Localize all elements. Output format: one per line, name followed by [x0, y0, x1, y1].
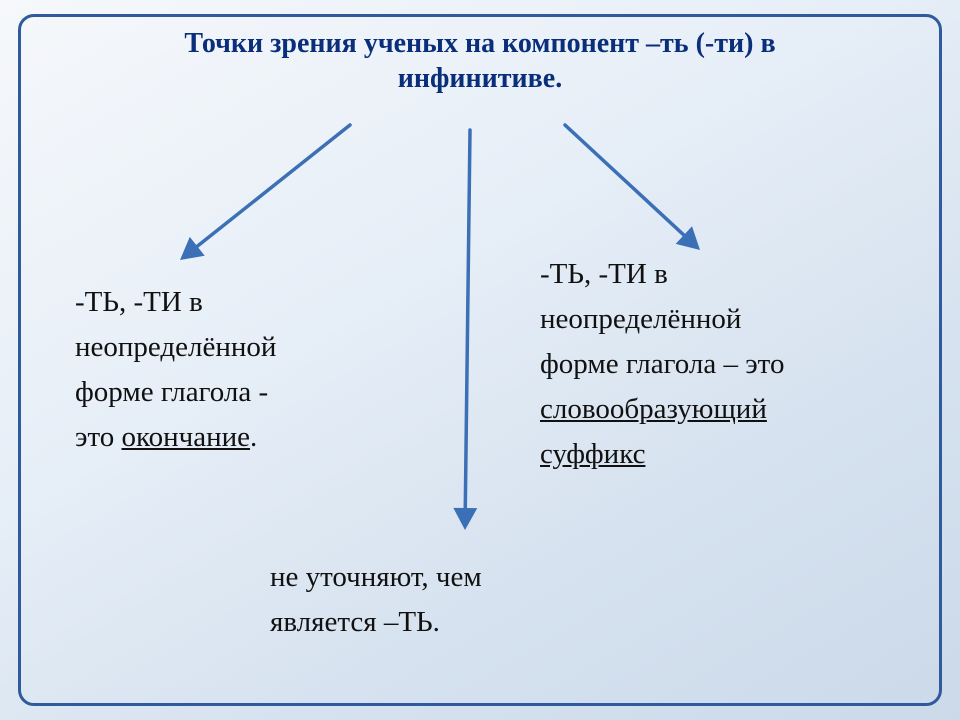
arrow-left-icon	[180, 125, 350, 260]
left-l1: -ТЬ, -ТИ в	[75, 286, 203, 318]
bottom-l1: не уточняют, чем	[270, 561, 482, 593]
arrow-right-icon	[565, 125, 700, 250]
arrow-mid-icon	[453, 130, 477, 530]
left-l2: неопределённой	[75, 331, 276, 363]
right-viewpoint-block: -ТЬ, -ТИ в неопределённой форме глагола …	[540, 252, 940, 477]
left-l4-post: .	[250, 421, 257, 453]
right-l4-underline: словообразующий	[540, 393, 767, 425]
right-l5-underline: суффикс	[540, 438, 645, 470]
right-l2: неопределённой	[540, 303, 741, 335]
left-l4-pre: это	[75, 421, 122, 453]
left-viewpoint-block: -ТЬ, -ТИ в неопределённой форме глагола …	[75, 280, 445, 460]
bottom-l2: является –ТЬ.	[270, 606, 440, 638]
bottom-viewpoint-block: не уточняют, чем является –ТЬ.	[270, 555, 790, 645]
slide-canvas: Точки зрения ученых на компонент –ть (-т…	[0, 0, 960, 720]
right-l1: -ТЬ, -ТИ в	[540, 258, 668, 290]
left-l4-underline: окончание	[122, 421, 251, 453]
right-l3: форме глагола – это	[540, 348, 784, 380]
left-l3: форме глагола -	[75, 376, 268, 408]
